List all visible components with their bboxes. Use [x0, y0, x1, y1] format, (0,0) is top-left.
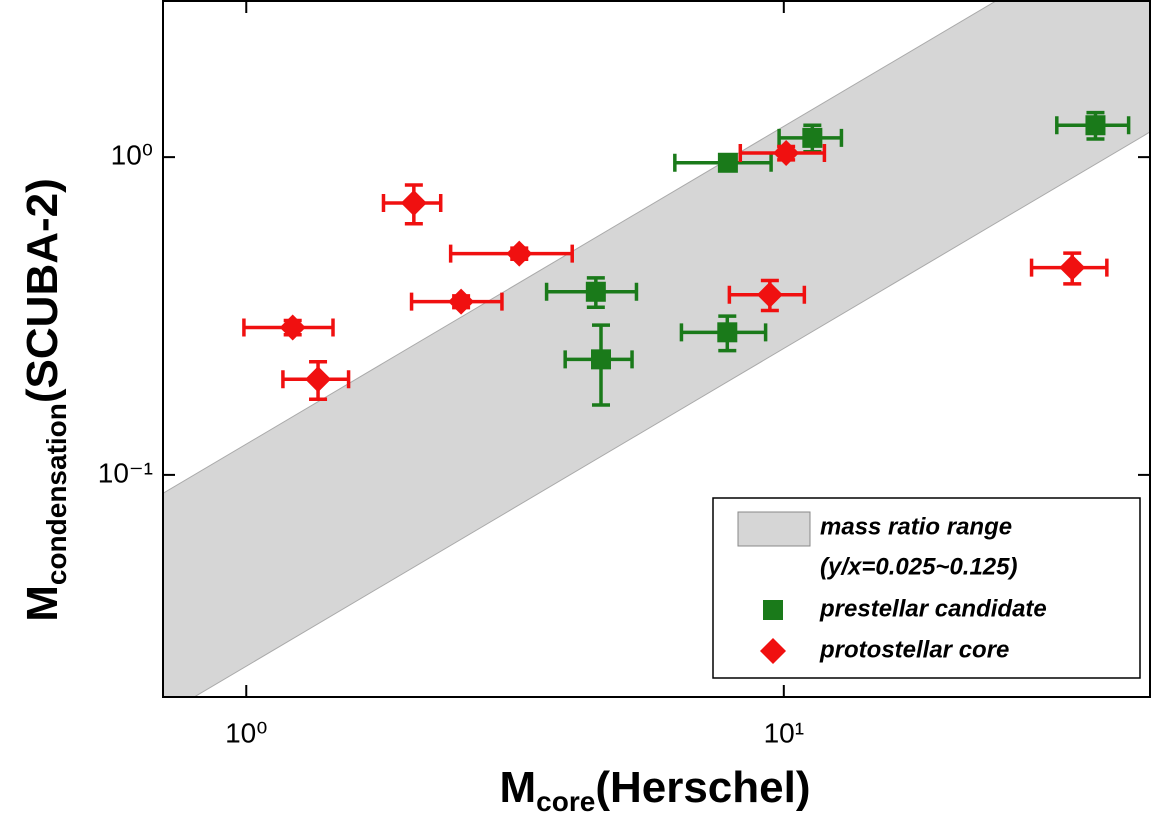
legend-label: mass ratio range — [820, 513, 1012, 540]
point — [1085, 115, 1106, 136]
y-label-rest: (SCUBA-2) — [18, 178, 67, 403]
point — [305, 366, 332, 393]
legend-label: protostellar core — [819, 636, 1009, 663]
x-tick-label: 10¹ — [764, 717, 804, 748]
point — [400, 190, 427, 217]
y-axis-label: Mcondensation(SCUBA-2) — [18, 178, 73, 622]
x-label-rest: (Herschel) — [595, 763, 810, 812]
legend-label: prestellar candidate — [819, 595, 1047, 622]
error-bars — [727, 278, 807, 313]
y-tick-label: 10⁻¹ — [98, 457, 153, 488]
x-label-main: M — [500, 763, 537, 812]
x-tick-label: 10⁰ — [225, 717, 267, 748]
error-bars — [777, 123, 844, 154]
y-label-sub: condensation — [41, 403, 72, 585]
error-bars — [409, 288, 504, 315]
legend-label: (y/x=0.025~0.125) — [820, 553, 1018, 580]
point — [506, 240, 533, 267]
plot-frame — [162, 0, 1151, 698]
point — [590, 349, 611, 370]
error-bars — [563, 323, 634, 407]
x-axis-label: Mcore(Herschel) — [500, 763, 811, 818]
ratio-band — [163, 1, 1150, 697]
point — [585, 281, 606, 302]
point — [717, 152, 738, 173]
y-tick-label: 10⁰ — [111, 140, 153, 171]
error-bars — [1029, 251, 1109, 286]
point — [802, 127, 823, 148]
point — [773, 140, 800, 167]
point — [756, 281, 783, 308]
point — [717, 322, 738, 343]
error-bars — [281, 360, 351, 402]
legend-marker — [760, 638, 786, 664]
legend-marker — [763, 600, 783, 620]
error-bars — [544, 276, 639, 309]
x-label-sub: core — [536, 786, 595, 817]
point — [279, 314, 306, 341]
error-bars — [673, 152, 773, 173]
error-bars — [738, 140, 827, 167]
error-bars — [1055, 110, 1131, 141]
point — [1059, 254, 1086, 281]
legend: mass ratio range (y/x=0.025~0.125) prest… — [712, 497, 1141, 679]
error-bars — [242, 314, 335, 341]
error-bars — [679, 314, 768, 353]
legend-swatch — [737, 511, 811, 547]
y-label-main: M — [18, 585, 67, 622]
error-bars — [448, 240, 574, 267]
error-bars — [381, 183, 443, 226]
point — [448, 288, 475, 315]
